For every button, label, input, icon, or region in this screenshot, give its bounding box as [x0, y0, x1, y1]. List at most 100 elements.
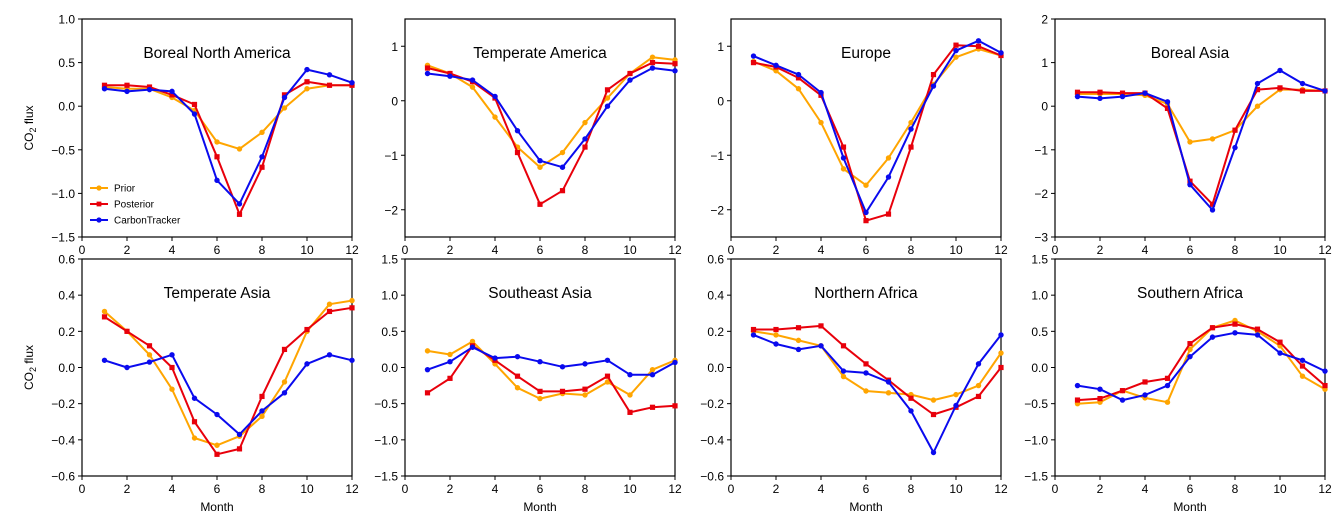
- series-line-carbontracker: [753, 39, 1002, 214]
- data-point: [537, 388, 543, 394]
- y-tick-label: 1.0: [1031, 289, 1048, 303]
- data-point: [1119, 388, 1126, 394]
- data-point: [146, 86, 153, 93]
- data-point: [1254, 326, 1261, 332]
- data-point: [191, 419, 198, 425]
- data-point: [1097, 396, 1103, 402]
- y-tick-label: 1.0: [58, 13, 75, 27]
- data-point: [649, 54, 656, 60]
- data-point: [124, 88, 130, 95]
- data-point: [514, 128, 521, 134]
- y-tick-label: 1: [1041, 56, 1048, 70]
- data-point: [447, 70, 453, 77]
- x-tick-label: 0: [728, 482, 735, 496]
- x-tick-label: 6: [1187, 482, 1194, 496]
- chart-panel-1: 0 2 4 6 8 10 12 −1.5 −1.0 −0.5 0.0 0.5 1.0 Boreal Nor…: [22, 13, 359, 258]
- x-tick-label: 12: [345, 243, 359, 257]
- data-point: [930, 449, 937, 456]
- data-point: [424, 70, 431, 77]
- data-point: [795, 346, 802, 353]
- data-point: [424, 348, 431, 354]
- x-tick-label: 8: [908, 482, 915, 496]
- data-point: [326, 352, 333, 358]
- data-point: [1254, 332, 1261, 338]
- data-point: [326, 82, 333, 88]
- data-point: [1209, 334, 1216, 340]
- data-point: [672, 359, 678, 366]
- x-tick-label: 4: [818, 243, 825, 257]
- data-point: [492, 114, 498, 120]
- chart-panel-3: 0 2 4 6 8 10 12 −2 −1 0 1 Europe: [710, 18, 1008, 257]
- data-point: [191, 395, 198, 401]
- data-point: [885, 211, 892, 217]
- series-line-prior: [427, 56, 676, 169]
- data-point: [1119, 90, 1126, 96]
- series-line-posterior: [753, 44, 1002, 222]
- data-point: [146, 359, 153, 365]
- data-point: [236, 146, 243, 152]
- x-tick-label: 2: [447, 482, 454, 496]
- data-point: [627, 409, 633, 415]
- data-point: [750, 53, 757, 59]
- data-point: [863, 209, 869, 216]
- data-point: [795, 86, 802, 92]
- data-point: [1232, 321, 1238, 327]
- x-tick-label: 0: [79, 482, 86, 496]
- data-point: [447, 375, 453, 381]
- data-point: [537, 158, 543, 164]
- series-line-carbontracker: [753, 333, 1002, 454]
- y-tick-label: 0: [391, 94, 398, 108]
- data-point: [840, 343, 847, 349]
- data-point: [604, 379, 611, 385]
- data-point: [930, 71, 937, 78]
- data-point: [281, 94, 288, 101]
- data-point: [281, 105, 288, 111]
- data-point: [1277, 339, 1283, 345]
- data-point: [818, 343, 824, 349]
- chart-panel-7: 0 2 4 6 8 10 12 −0.6 −0.4 −0.2 0.0 0.2 0.4 0.6 Norther…: [700, 253, 1008, 515]
- data-point: [795, 75, 802, 81]
- data-point: [863, 361, 869, 367]
- data-point: [469, 344, 476, 350]
- series-line-posterior: [1077, 86, 1325, 206]
- data-point: [582, 119, 588, 126]
- data-point: [191, 111, 198, 117]
- y-tick-label: 0.0: [381, 361, 398, 375]
- y-tick-label: 1.5: [381, 253, 398, 267]
- chart-title: Europe: [841, 45, 891, 62]
- x-tick-label: 0: [402, 482, 409, 496]
- data-point: [672, 68, 678, 74]
- y-tick-label: −0.5: [51, 143, 75, 157]
- series-line-carbontracker: [1077, 331, 1326, 402]
- series-line-carbontracker: [1077, 69, 1326, 211]
- y-tick-label: 0.2: [707, 325, 724, 339]
- x-tick-label: 2: [1097, 243, 1104, 257]
- data-point: [537, 164, 543, 170]
- chart-panel-6: 0 2 4 6 8 10 12 −1.5 −1.0 −0.5 0.0 0.5 1.0 1.5 Southea…: [374, 253, 682, 515]
- legend-label: CarbonTracker: [114, 216, 181, 227]
- x-tick-label: 2: [447, 243, 454, 257]
- data-point: [349, 79, 355, 86]
- y-tick-label: 0.0: [1031, 361, 1048, 375]
- data-point: [1164, 382, 1171, 389]
- legend-marker: [96, 185, 102, 191]
- data-point: [1164, 105, 1171, 111]
- data-point: [1299, 363, 1306, 369]
- data-point: [953, 42, 959, 48]
- legend-marker: [96, 217, 102, 223]
- data-point: [514, 149, 521, 156]
- data-point: [908, 144, 914, 150]
- data-point: [236, 211, 243, 217]
- data-point: [998, 364, 1004, 371]
- data-point: [1299, 88, 1306, 94]
- legend: Prior Posterior CarbonTracker: [90, 184, 181, 227]
- series-line-prior: [1077, 88, 1326, 143]
- data-point: [975, 361, 982, 367]
- data-point: [514, 353, 521, 360]
- data-point: [818, 119, 824, 126]
- x-tick-label: 4: [1142, 243, 1149, 257]
- data-point: [908, 408, 914, 414]
- data-point: [537, 201, 543, 207]
- data-point: [604, 103, 611, 109]
- data-point: [1232, 127, 1238, 133]
